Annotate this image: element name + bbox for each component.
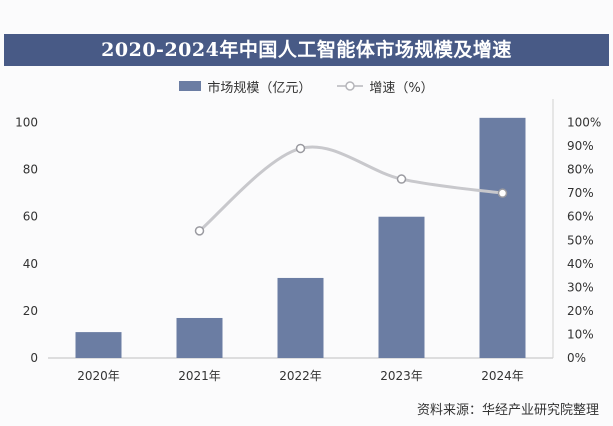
chart-legend: 市场规模（亿元） 增速（%） bbox=[0, 76, 613, 96]
y-left-tick-label: 100 bbox=[15, 116, 38, 130]
y-right-tick-label: 50% bbox=[567, 233, 594, 247]
x-tick-label: 2023年 bbox=[380, 369, 423, 383]
growth-line bbox=[198, 145, 503, 233]
y-right-tick-label: 80% bbox=[567, 163, 594, 177]
x-tick-label: 2022年 bbox=[279, 369, 322, 383]
y-left-tick-label: 0 bbox=[30, 351, 38, 365]
source-note: 资料来源：华经产业研究院整理 bbox=[416, 403, 599, 418]
chart-title: 2020-2024年中国人工智能体市场规模及增速 bbox=[4, 34, 609, 66]
legend-line-marker-icon bbox=[337, 81, 364, 91]
y-left-tick-label: 40 bbox=[23, 257, 38, 271]
bar-2020年 bbox=[75, 332, 122, 358]
bar-2023年 bbox=[378, 216, 425, 358]
y-left-tick-label: 20 bbox=[23, 304, 38, 318]
legend-item-bar: 市场规模（亿元） bbox=[179, 77, 311, 96]
legend-line-label: 增速（%） bbox=[369, 80, 434, 96]
growth-point bbox=[295, 143, 306, 154]
growth-point bbox=[497, 188, 508, 198]
legend-bar-label: 市场规模（亿元） bbox=[207, 80, 312, 96]
x-tick-label: 2024年 bbox=[481, 369, 524, 383]
y-right-tick-label: 10% bbox=[567, 327, 594, 341]
y-right-tick-label: 30% bbox=[567, 280, 594, 294]
x-tick-label: 2021年 bbox=[178, 369, 221, 383]
y-left-tick-label: 80 bbox=[23, 163, 38, 177]
y-right-tick-label: 40% bbox=[567, 257, 594, 271]
y-right-tick-label: 60% bbox=[567, 210, 594, 224]
legend-bar-swatch bbox=[179, 81, 202, 91]
growth-point bbox=[194, 226, 205, 236]
bar-2024年 bbox=[479, 117, 526, 358]
y-right-tick-label: 0% bbox=[567, 351, 586, 365]
y-right-tick-label: 70% bbox=[567, 186, 594, 200]
y-right-tick-label: 90% bbox=[567, 139, 594, 153]
legend-item-line: 增速（%） bbox=[337, 77, 434, 96]
growth-point bbox=[396, 174, 407, 184]
y-left-tick-label: 60 bbox=[23, 210, 38, 224]
y-right-tick-label: 20% bbox=[567, 304, 594, 318]
bar-2022年 bbox=[277, 277, 324, 358]
bar-2021年 bbox=[176, 317, 223, 358]
x-tick-label: 2020年 bbox=[77, 369, 120, 383]
y-right-tick-label: 100% bbox=[567, 116, 601, 130]
